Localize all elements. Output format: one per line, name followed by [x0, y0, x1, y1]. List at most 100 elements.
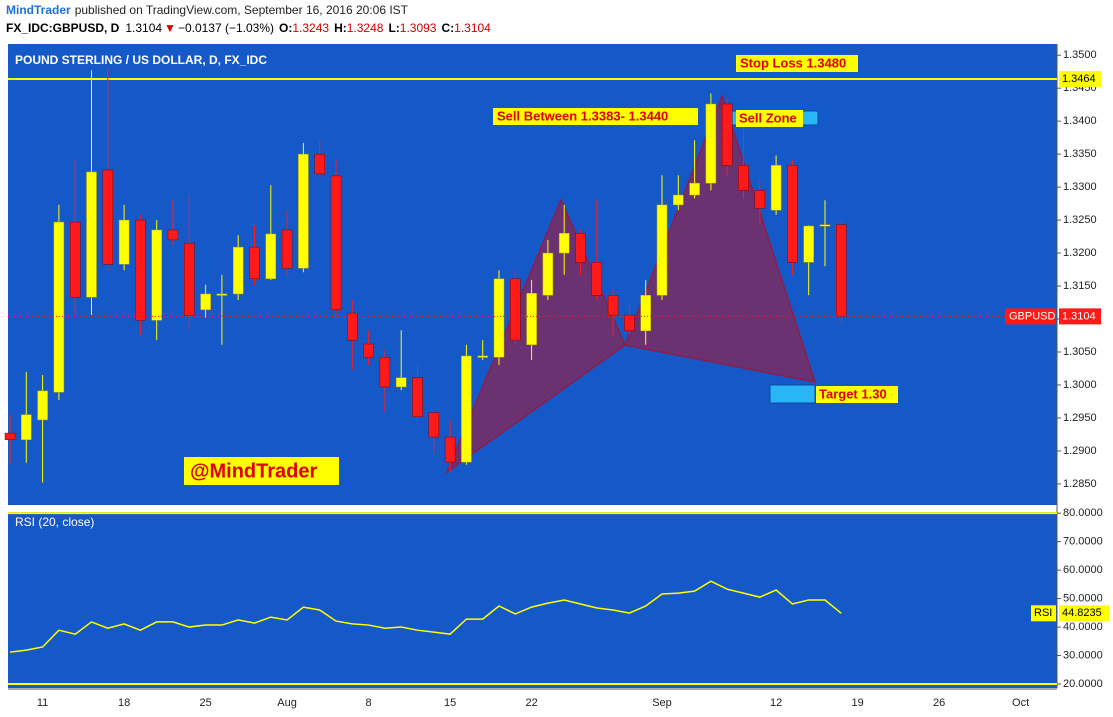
- y-tick-label: 1.3050: [1063, 346, 1097, 358]
- published: published on TradingView.com, September …: [75, 3, 409, 17]
- candle-body: [53, 221, 65, 393]
- x-tick-label: Oct: [1012, 697, 1029, 709]
- pane-background: [8, 512, 1057, 688]
- candle-body: [363, 343, 374, 358]
- y-tick-label: 40.0000: [1063, 621, 1103, 633]
- y-tick-label: 70.0000: [1063, 536, 1103, 548]
- y-tick-label: 20.0000: [1063, 678, 1103, 690]
- x-tick-label: 15: [444, 697, 456, 709]
- y-tick-label: 1.2900: [1063, 445, 1097, 457]
- header-line2: FX_IDC:GBPUSD, D 1.3104 ▼ −0.0137 (−1.03%) O…: [6, 21, 491, 35]
- h-value: 1.3248: [347, 21, 384, 35]
- y-tick-label: 1.3250: [1063, 214, 1097, 226]
- candle-body: [135, 219, 146, 321]
- y-tick-label: 50.0000: [1063, 592, 1103, 604]
- rsi-value-box: [1059, 605, 1109, 622]
- y-tick-label: 1.2950: [1063, 412, 1097, 424]
- candle-body: [265, 233, 277, 280]
- y-tick-label: 1.3400: [1063, 115, 1097, 127]
- candle-body: [542, 252, 554, 296]
- candle-body: [493, 278, 505, 358]
- candle-body: [69, 221, 81, 298]
- last-price: 1.3104: [1062, 310, 1096, 322]
- candle-body: [575, 233, 586, 263]
- sell-between: Sell Between 1.3383- 1.3440: [497, 108, 668, 123]
- candle-body: [4, 432, 16, 440]
- candle-body: [281, 229, 293, 269]
- x-tick-label: 25: [199, 697, 211, 709]
- rsi-name-box: [1031, 605, 1056, 622]
- candle-body: [37, 390, 48, 421]
- candle-body: [314, 153, 325, 175]
- candle-body: [770, 165, 782, 211]
- candle-body: [151, 229, 162, 321]
- x-tick-label: 18: [118, 697, 130, 709]
- symbol: FX_IDC:GBPUSD, D: [6, 21, 120, 35]
- last-price-box: [1059, 308, 1101, 325]
- sell-zone-label-box: [736, 110, 803, 127]
- pattern-bcd: [623, 93, 817, 383]
- candle-body: [21, 414, 32, 440]
- candle-body: [86, 171, 97, 298]
- y-tick-label: 1.3350: [1063, 148, 1097, 160]
- candle-body: [118, 219, 130, 265]
- last-name: GBPUSD: [1009, 310, 1056, 322]
- sell-zone: Sell Zone: [739, 110, 797, 125]
- candle-body: [200, 293, 211, 311]
- target: Target 1.30: [819, 386, 887, 401]
- down-arrow: ▼: [164, 21, 176, 35]
- x-tick-label: 8: [366, 697, 372, 709]
- c-label: C:: [441, 21, 454, 35]
- candle-body: [656, 204, 668, 296]
- rsi-title: RSI (20, close): [15, 515, 94, 529]
- candle-body: [428, 412, 440, 438]
- stop-line-label: 1.3464: [1062, 73, 1096, 85]
- candle-body: [591, 262, 603, 296]
- candle-body: [689, 182, 700, 196]
- y-tick-label: 1.3300: [1063, 181, 1097, 193]
- o-label: O:: [279, 21, 292, 35]
- x-tick-label: Sep: [652, 697, 672, 709]
- y-tick-label: 1.3500: [1063, 49, 1097, 61]
- change: −0.0137 (−1.03%): [178, 21, 274, 35]
- candle-body: [526, 293, 537, 345]
- candle-body: [803, 225, 814, 263]
- candle-body: [102, 169, 114, 265]
- y-tick-label: 30.0000: [1063, 649, 1103, 661]
- candle-body: [184, 242, 195, 316]
- stop-loss: Stop Loss 1.3480: [740, 55, 846, 70]
- y-tick-label: 1.2850: [1063, 478, 1097, 490]
- candle-body: [216, 293, 228, 296]
- last-name-box: [1005, 308, 1056, 325]
- candle-body: [412, 377, 423, 417]
- target-label-box: [816, 386, 898, 403]
- watermark-box: [184, 457, 339, 485]
- candle-body: [379, 357, 391, 388]
- candle-body: [738, 165, 749, 191]
- x-tick-label: Aug: [277, 697, 297, 709]
- y-tick-label: 60.0000: [1063, 564, 1103, 576]
- rsi-line: [9, 580, 842, 653]
- x-tick-label: 12: [770, 697, 782, 709]
- rsi-value: 44.8235: [1062, 607, 1102, 619]
- o-value: 1.3243: [292, 21, 329, 35]
- candle-body: [754, 190, 766, 209]
- stop-loss-box: [736, 55, 858, 72]
- h-label: H:: [334, 21, 347, 35]
- c-value: 1.3104: [454, 21, 491, 35]
- candle-body: [347, 312, 358, 341]
- publisher: MindTrader: [6, 3, 71, 17]
- candle-body: [461, 355, 472, 463]
- x-tick-label: 22: [525, 697, 537, 709]
- candle-body: [836, 224, 847, 317]
- stop-line-label-box: [1059, 70, 1101, 87]
- candle-body: [721, 103, 733, 166]
- candle-body: [444, 436, 456, 463]
- y-tick-label: 1.3200: [1063, 247, 1097, 259]
- target-box: [769, 384, 816, 404]
- y-tick-label: 1.3000: [1063, 379, 1097, 391]
- y-tick-label: 80.0000: [1063, 507, 1103, 519]
- x-tick-label: 19: [851, 697, 863, 709]
- candle-body: [249, 246, 260, 280]
- candle-body: [705, 103, 717, 184]
